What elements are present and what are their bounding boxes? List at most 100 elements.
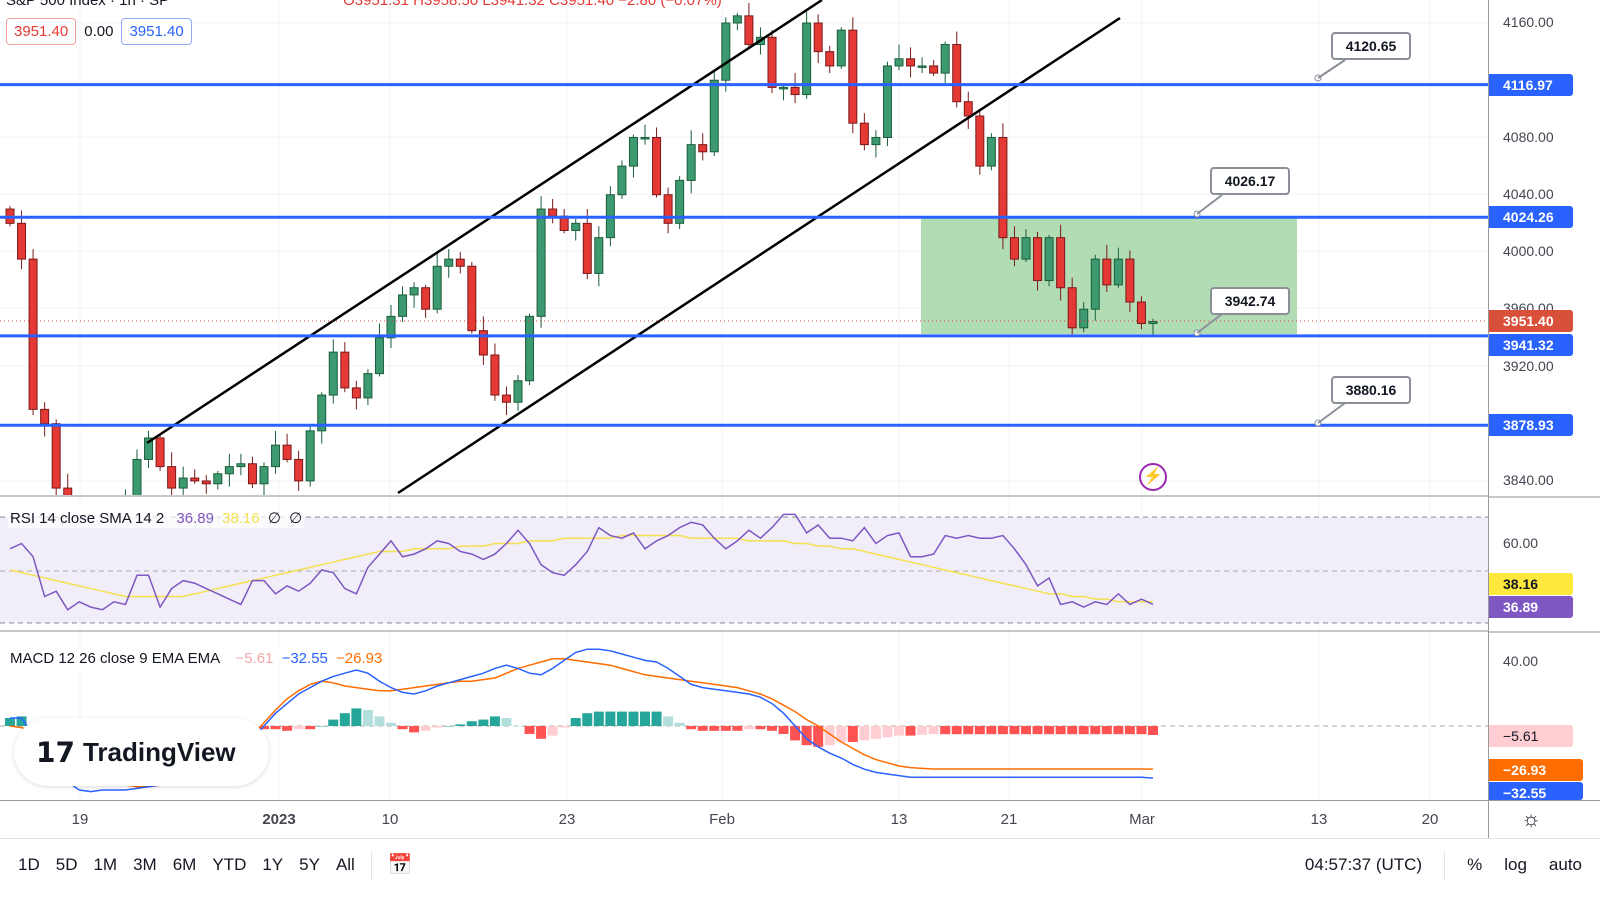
candles: [5, 2, 1158, 495]
macd-histogram-bar: [1032, 726, 1043, 735]
candle-down: [1102, 258, 1112, 286]
candle-up: [432, 265, 442, 310]
candle-up: [1148, 321, 1158, 325]
channel-upper-line[interactable]: [146, 0, 823, 445]
price-callout[interactable]: 3880.16: [1331, 376, 1411, 404]
candle-up: [317, 394, 327, 432]
percent-toggle[interactable]: %: [1467, 855, 1483, 874]
time-label: 13: [1310, 811, 1328, 828]
macd-histogram-bar: [397, 726, 408, 730]
time-label: 23: [558, 811, 576, 828]
candle-up: [721, 22, 731, 81]
rsi-sma-line: [9, 534, 1153, 603]
macd-histogram-bar: [616, 711, 627, 726]
candle-down: [490, 354, 500, 396]
macd-histogram-bar: [928, 726, 939, 735]
rsi-legend[interactable]: RSI 14 close SMA 14 2 36.89 38.16 ∅ ∅: [8, 508, 305, 528]
settings-gear-icon[interactable]: ☼: [1521, 806, 1542, 831]
ohlc-values: O3951.31 H3958.50 L3941.32 C3951.40 −2.8…: [343, 0, 722, 9]
time-axis[interactable]: 19 2023 10 23 Feb 13 21 Mar 13 20: [0, 800, 1488, 838]
candle-up: [178, 477, 188, 489]
range-ytd-button[interactable]: YTD: [212, 854, 247, 874]
macd-histogram-bar: [628, 711, 639, 726]
macd-hist-value: −5.61: [235, 650, 274, 667]
range-5y-button[interactable]: 5Y: [299, 854, 320, 874]
buy-button[interactable]: 3951.40: [121, 18, 192, 45]
macd-histogram-bar: [720, 726, 731, 731]
channel-lower-line[interactable]: [397, 16, 1121, 495]
time-label: 19: [71, 811, 89, 828]
candle-up: [305, 430, 315, 482]
macd-histogram-bar: [16, 716, 27, 726]
candle-up: [1090, 258, 1100, 310]
candle-down: [548, 208, 558, 217]
macd-histogram-bar: [374, 716, 385, 726]
range-all-button[interactable]: All: [335, 854, 355, 874]
candle-up: [894, 58, 904, 67]
macd-histogram-bar: [1055, 726, 1066, 735]
candle-down: [767, 36, 777, 88]
candle-down: [1056, 237, 1066, 289]
symbol-title[interactable]: S&P 500 Index · 1h · SP: [6, 0, 169, 9]
macd-histogram-bar: [905, 726, 916, 736]
macd-histogram-bar: [732, 726, 743, 731]
lightning-icon[interactable]: ⚡: [1139, 463, 1167, 491]
candle-down: [155, 437, 165, 468]
price-tick: 3920.00: [1503, 358, 1554, 374]
range-3m-button[interactable]: 3M: [133, 854, 157, 874]
macd-histogram-bar: [1090, 726, 1101, 735]
timezone-clock[interactable]: 04:57:37 (UTC): [1304, 855, 1423, 874]
go-to-date-calendar-icon[interactable]: 📅: [387, 854, 413, 876]
range-1m-button[interactable]: 1M: [93, 854, 118, 874]
macd-histogram-bar: [847, 726, 858, 742]
candle-up: [328, 351, 338, 396]
macd-histogram-bar: [455, 724, 466, 726]
candle-down: [929, 65, 939, 74]
macd-histogram-bar: [859, 726, 870, 741]
price-tick: 4000.00: [1503, 243, 1554, 259]
candle-down: [963, 101, 973, 117]
candle-up: [571, 222, 581, 231]
candle-up: [271, 444, 281, 468]
time-label: 2023: [262, 811, 296, 828]
macd-histogram-bar: [697, 726, 708, 731]
macd-histogram-bar: [790, 726, 801, 741]
candle-up: [444, 258, 454, 267]
log-toggle[interactable]: log: [1504, 855, 1527, 874]
candle-up: [536, 208, 546, 317]
price-callout[interactable]: 3942.74: [1210, 287, 1290, 315]
macd-histogram-bar: [489, 716, 500, 726]
macd-legend[interactable]: MACD 12 26 close 9 EMA EMA −5.61 −32.55 …: [8, 649, 385, 668]
rsi-tick: 60.00: [1503, 535, 1539, 551]
macd-histogram-bar: [767, 726, 777, 731]
candle-up: [213, 473, 223, 485]
price-axis[interactable]: 4160.00 4080.00 4040.00 4000.00 3960.00 …: [1488, 0, 1600, 838]
candle-up: [779, 86, 789, 90]
price-callout[interactable]: 4026.17: [1210, 167, 1290, 195]
candle-up: [986, 136, 996, 167]
macd-histogram-bar: [513, 726, 523, 727]
macd-histogram-bar: [593, 711, 604, 726]
rsi-pane: [9, 513, 1154, 611]
range-6m-button[interactable]: 6M: [172, 854, 197, 874]
candle-up: [640, 136, 650, 140]
callout-pointer: [1196, 313, 1223, 334]
macd-histogram-bar: [270, 726, 281, 730]
auto-toggle[interactable]: auto: [1548, 855, 1582, 874]
levels: [0, 74, 1488, 427]
candle-up: [409, 287, 419, 296]
range-1d-button[interactable]: 1D: [18, 854, 40, 874]
candle-down: [247, 463, 257, 485]
candle-up: [628, 136, 638, 167]
candle-up: [236, 463, 246, 468]
sell-button[interactable]: 3951.40: [6, 18, 77, 45]
candle-down: [744, 15, 754, 45]
range-5d-button[interactable]: 5D: [55, 854, 78, 874]
range-1y-button[interactable]: 1Y: [262, 854, 284, 874]
chart-canvas[interactable]: [0, 0, 1488, 800]
price-callout[interactable]: 4120.65: [1331, 32, 1411, 60]
callout-pointer: [1317, 59, 1346, 79]
tradingview-logo[interactable]: 𝟭𝟳 TradingView: [14, 718, 269, 786]
candle-up: [224, 466, 234, 475]
current-price-tag: 3951.40: [1489, 310, 1573, 332]
